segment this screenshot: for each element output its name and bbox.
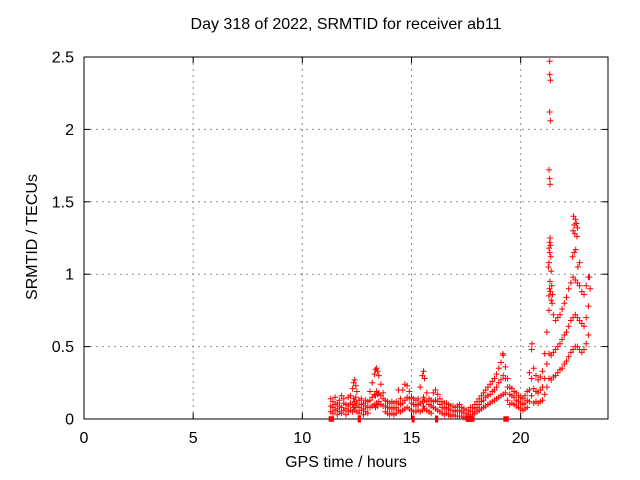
x-tick-label: 15 [403,430,421,447]
plot-border [83,56,609,420]
zero-bar-marker [436,415,439,423]
zero-square-marker [469,416,475,422]
x-tick-label: 20 [512,430,530,447]
y-tick-label: 2 [65,122,74,139]
data-points-plus [327,58,594,421]
y-tick-label: 1.5 [52,194,74,211]
zero-square-marker [503,416,509,422]
zero-bar-marker [434,415,437,423]
zero-bar-marker [411,415,414,423]
x-axis-label: GPS time / hours [285,454,407,471]
y-tick-label: 2.5 [52,50,74,67]
x-tick-label: 5 [189,430,198,447]
x-tick-label: 0 [80,430,89,447]
zero-bar-marker [358,415,361,423]
y-tick-label: 0.5 [52,339,74,356]
y-tick-label: 0 [65,412,74,429]
zero-bar-marker [357,415,360,423]
chart-title: Day 318 of 2022, SRMTID for receiver ab1… [190,16,502,33]
y-tick-label: 1 [65,267,74,284]
zero-bar-marker [412,415,415,423]
x-tick-label: 10 [293,430,311,447]
zero-square-marker [328,416,335,422]
